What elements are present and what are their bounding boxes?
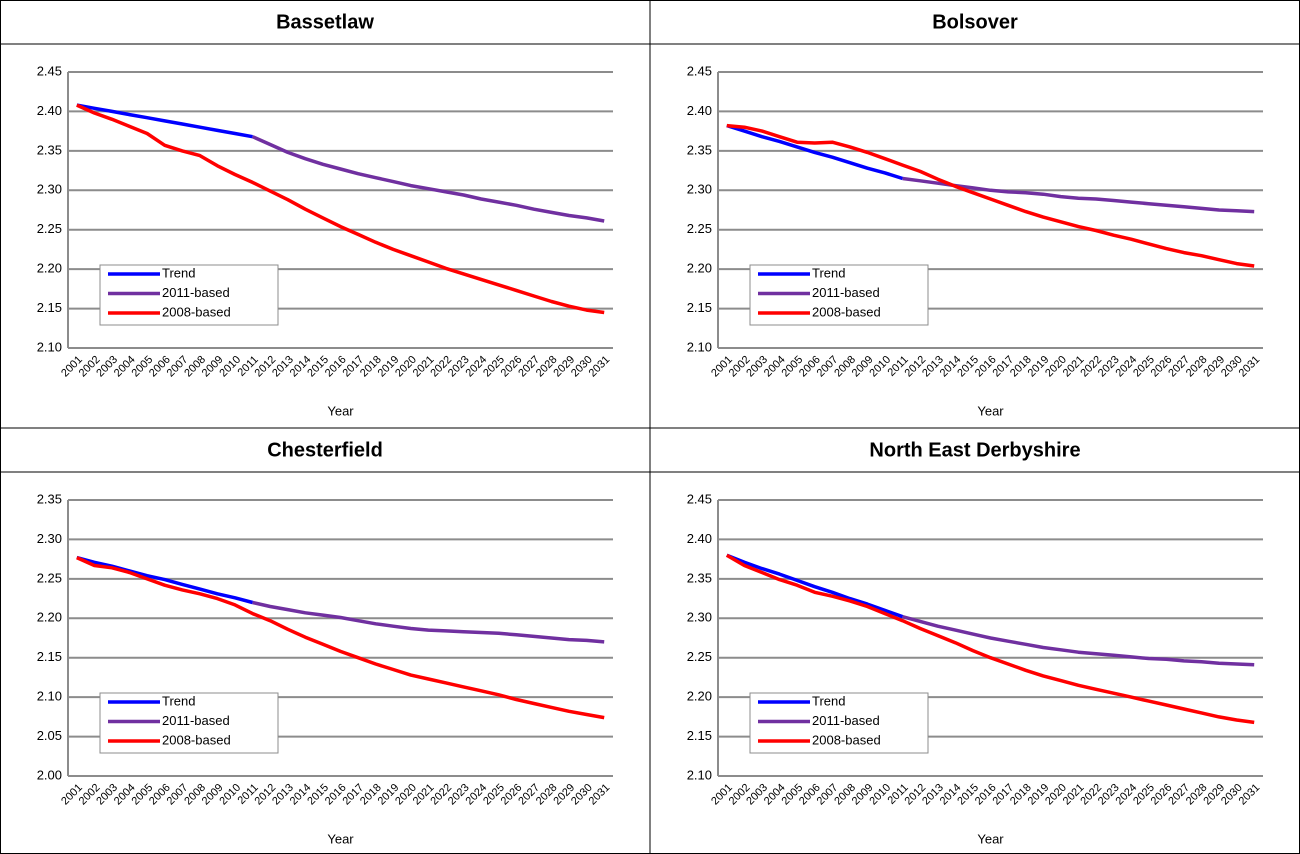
y-tick-label: 2.35 <box>687 570 712 585</box>
y-tick-label: 2.35 <box>37 491 62 506</box>
series-line <box>76 103 253 139</box>
series-line <box>726 123 904 181</box>
x-axis-label: Year <box>327 831 354 846</box>
chart-title: Bolsover <box>932 11 1018 33</box>
series-line <box>252 600 605 644</box>
legend-label: 2008-based <box>162 304 231 319</box>
legend-label: 2011-based <box>162 713 230 728</box>
chart-title: Bassetlaw <box>276 11 374 33</box>
y-tick-label: 2.05 <box>37 728 62 743</box>
y-tick-label: 2.10 <box>37 689 62 704</box>
legend-label: 2011-based <box>162 285 230 300</box>
x-axis-label: Year <box>977 831 1004 846</box>
y-tick-label: 2.15 <box>687 300 712 315</box>
y-tick-label: 2.20 <box>37 610 62 625</box>
legend-label: 2008-based <box>812 304 881 319</box>
legend-label: Trend <box>812 265 845 280</box>
legend-label: 2011-based <box>812 285 880 300</box>
y-tick-label: 2.40 <box>687 103 712 118</box>
y-tick-label: 2.20 <box>687 689 712 704</box>
y-tick-label: 2.40 <box>37 103 62 118</box>
series-line <box>902 176 1255 214</box>
series-line <box>725 553 1255 725</box>
series-line <box>726 553 904 619</box>
y-tick-label: 2.20 <box>687 261 712 276</box>
y-tick-label: 2.30 <box>687 610 712 625</box>
y-tick-label: 2.25 <box>37 570 62 585</box>
y-tick-label: 2.25 <box>687 221 712 236</box>
legend-label: 2008-based <box>812 732 881 747</box>
y-tick-label: 2.00 <box>37 767 62 782</box>
chart-title: North East Derbyshire <box>869 439 1080 461</box>
y-tick-label: 2.15 <box>687 728 712 743</box>
x-axis-label: Year <box>327 403 354 418</box>
y-tick-label: 2.25 <box>687 649 712 664</box>
series-line <box>76 556 605 720</box>
x-axis-label: Year <box>977 403 1004 418</box>
series-line <box>251 135 605 223</box>
y-tick-label: 2.45 <box>687 491 712 506</box>
y-tick-label: 2.45 <box>687 63 712 78</box>
y-tick-label: 2.25 <box>37 221 62 236</box>
y-tick-label: 2.20 <box>37 261 62 276</box>
series-line <box>726 123 1255 268</box>
series-line <box>76 555 254 605</box>
y-tick-label: 2.10 <box>687 767 712 782</box>
y-tick-label: 2.30 <box>37 531 62 546</box>
legend-label: Trend <box>812 693 845 708</box>
y-tick-label: 2.15 <box>37 300 62 315</box>
series-line <box>76 103 605 315</box>
legend-label: 2008-based <box>162 732 231 747</box>
y-tick-label: 2.45 <box>37 63 62 78</box>
legend-label: Trend <box>162 265 195 280</box>
y-tick-label: 2.10 <box>37 339 62 354</box>
chart-title: Chesterfield <box>267 439 383 461</box>
y-tick-label: 2.10 <box>687 339 712 354</box>
y-tick-label: 2.40 <box>687 531 712 546</box>
legend-label: Trend <box>162 693 195 708</box>
y-tick-label: 2.30 <box>687 182 712 197</box>
legend-label: 2011-based <box>812 713 880 728</box>
y-tick-label: 2.15 <box>37 649 62 664</box>
y-tick-label: 2.35 <box>37 142 62 157</box>
series-line <box>902 615 1255 667</box>
y-tick-label: 2.35 <box>687 142 712 157</box>
y-tick-label: 2.30 <box>37 182 62 197</box>
